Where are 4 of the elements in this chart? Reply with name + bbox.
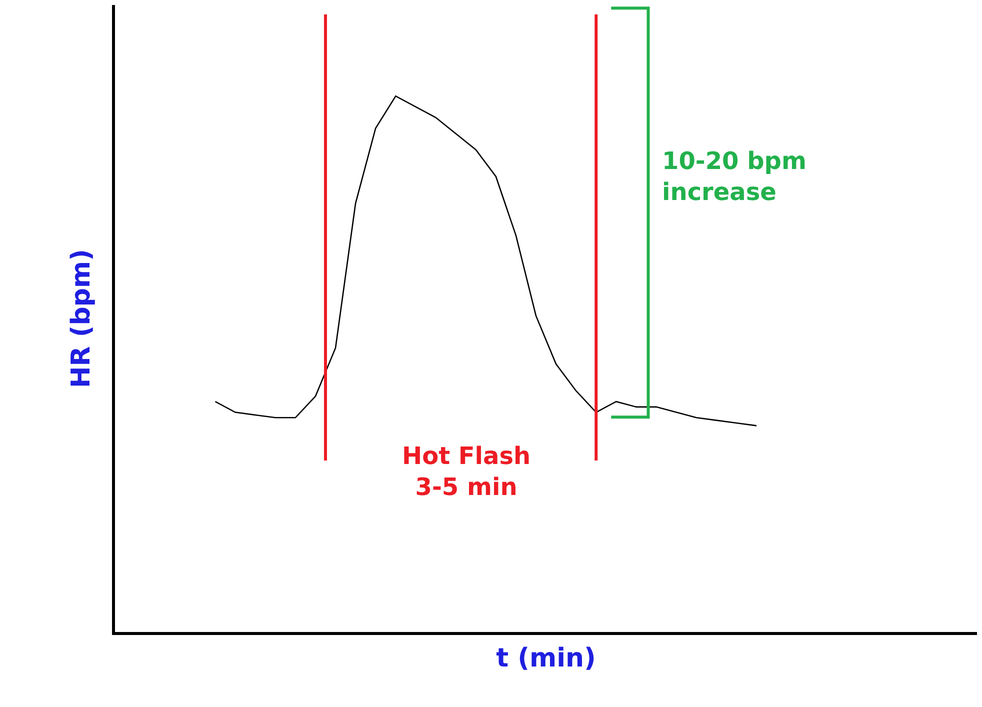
x-axis-title: t (min) (496, 644, 596, 674)
annotation: Hot Flash 3-5 min (402, 442, 531, 502)
y-axis-title: HR (bpm) (66, 249, 96, 388)
annotation: 10-20 bpm increase (662, 147, 806, 206)
